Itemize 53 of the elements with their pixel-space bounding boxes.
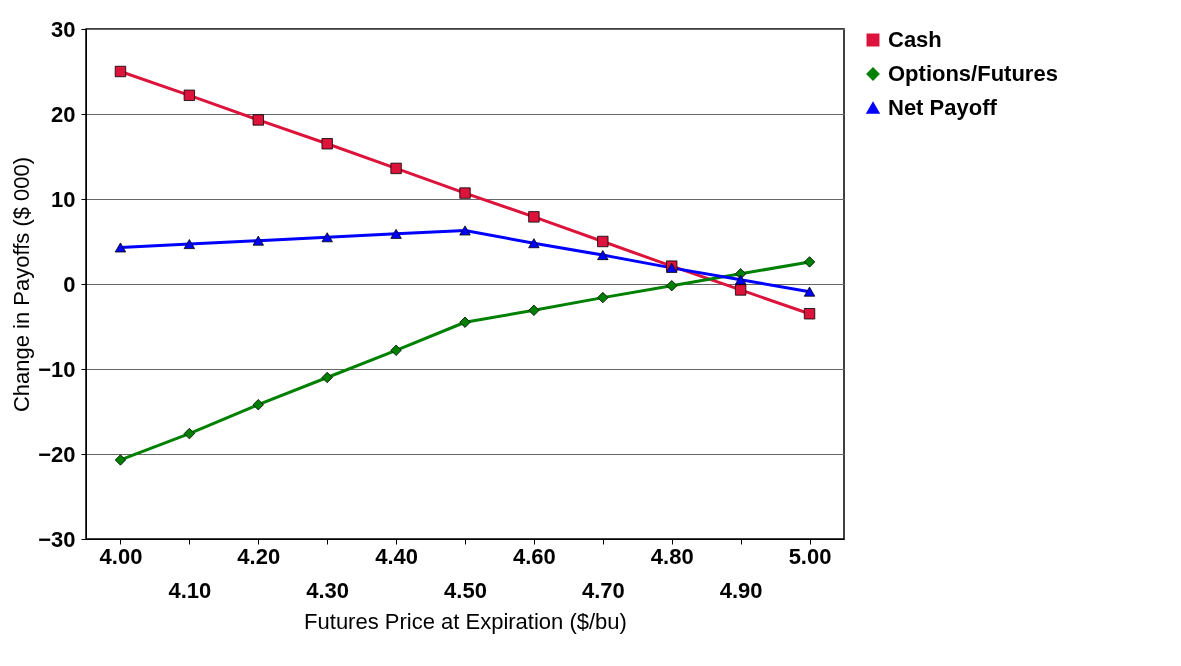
point — [459, 187, 471, 199]
y-tick-label: −30 — [38, 526, 76, 552]
point — [183, 89, 196, 101]
point — [528, 238, 540, 249]
x-tick-label: 4.70 — [581, 577, 625, 603]
point — [114, 242, 127, 253]
point — [252, 114, 264, 126]
y-tick-label: 0 — [63, 271, 76, 297]
point — [114, 454, 127, 466]
point — [114, 65, 127, 78]
point — [597, 250, 609, 261]
x-tick-label: 4.80 — [650, 543, 694, 569]
x-axis-title: Futures Price at Expiration ($/bu) — [304, 608, 627, 634]
y-tick-label: 20 — [51, 101, 76, 127]
point — [252, 399, 264, 411]
point — [528, 211, 540, 223]
point — [321, 371, 333, 384]
y-tick-label: −20 — [38, 441, 76, 467]
x-tick-label: 4.30 — [306, 577, 350, 603]
point — [183, 427, 196, 440]
point — [528, 304, 540, 316]
point — [390, 344, 402, 356]
legend-label: Options/Futures — [888, 61, 1058, 86]
point — [803, 256, 816, 268]
point — [597, 291, 609, 304]
x-tick-label: 5.00 — [788, 543, 832, 569]
point — [459, 225, 471, 236]
x-tick-label: 4.10 — [168, 577, 212, 603]
x-tick-label: 4.50 — [444, 577, 487, 603]
point — [734, 284, 747, 296]
point — [390, 228, 402, 239]
y-tick-label: −10 — [38, 356, 76, 382]
point — [183, 239, 196, 249]
point — [597, 235, 609, 248]
point — [803, 308, 816, 320]
point — [666, 280, 678, 292]
x-tick-label: 4.20 — [237, 543, 281, 569]
point — [734, 274, 747, 285]
point — [390, 162, 402, 175]
x-tick-label: 4.60 — [512, 543, 556, 569]
legend-label: Net Payoff — [888, 95, 998, 120]
y-tick-label: 30 — [51, 16, 76, 42]
point — [321, 138, 333, 150]
point — [459, 316, 471, 328]
x-tick-label: 4.90 — [719, 577, 763, 603]
point — [803, 286, 816, 297]
y-tick-label: 10 — [51, 186, 76, 212]
legend-label: Cash — [888, 27, 942, 52]
y-axis-title: Change in Payoffs ($ 000) — [9, 156, 35, 413]
point — [252, 235, 264, 246]
x-tick-label: 4.40 — [375, 543, 418, 569]
point — [321, 232, 333, 243]
x-tick-label: 4.00 — [99, 543, 143, 569]
